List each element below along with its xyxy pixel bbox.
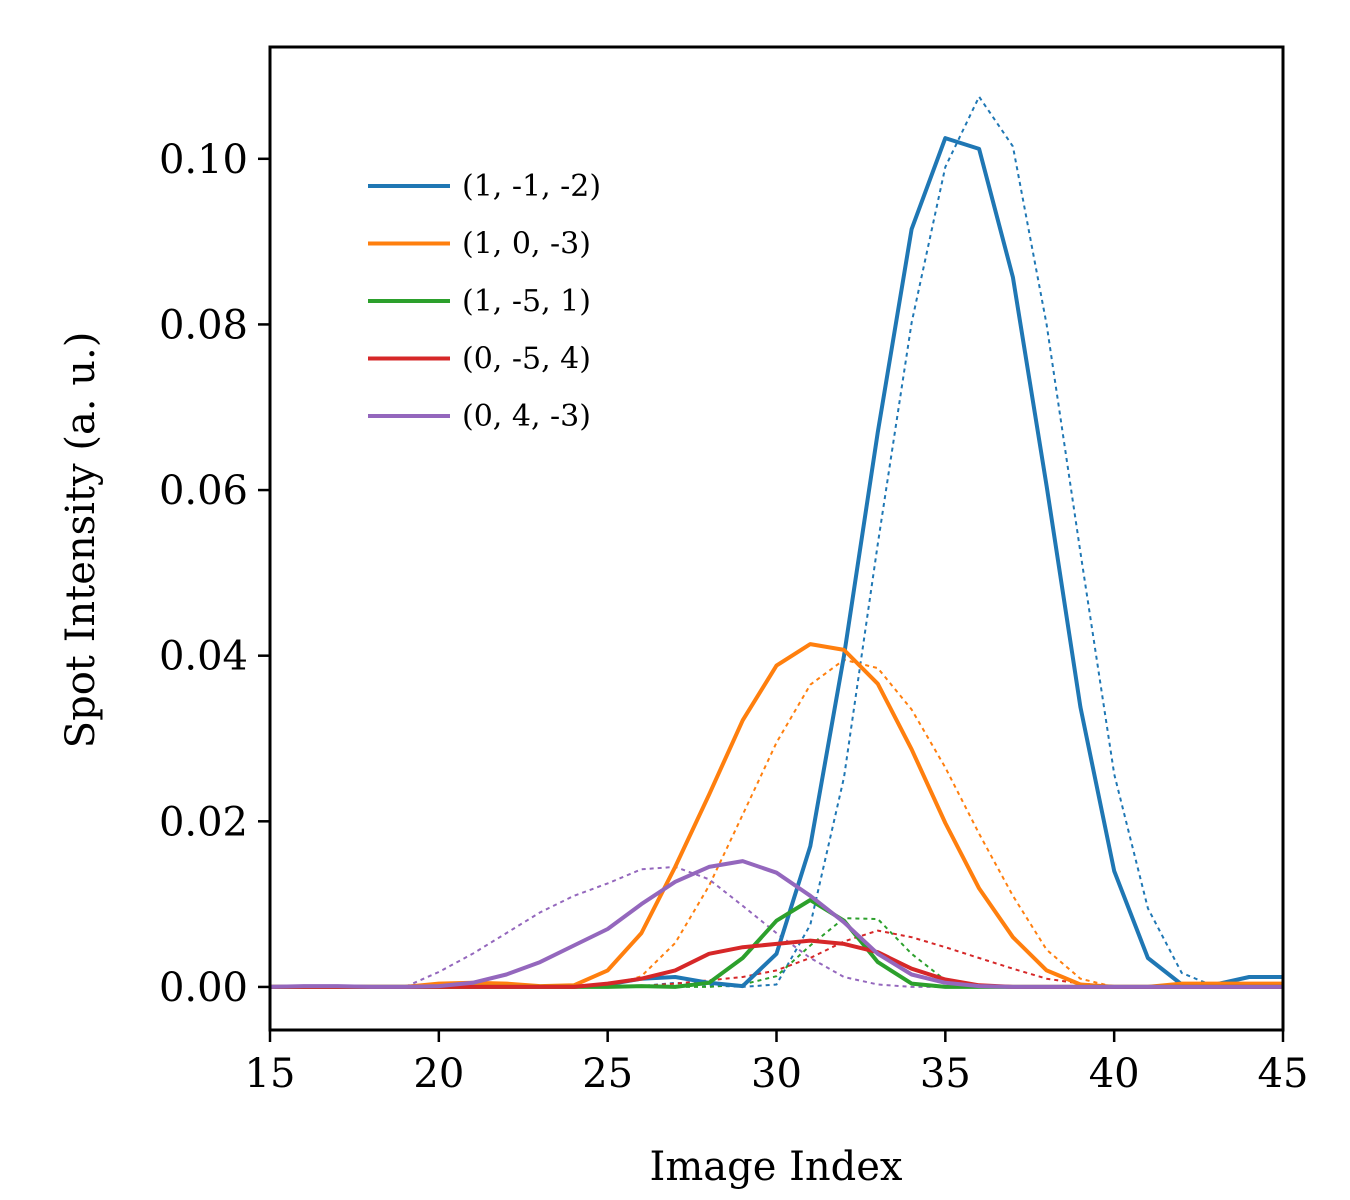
legend-label: (0, -5, 4) [462,342,591,377]
y-tick-label: 0.00 [159,965,248,1011]
series-line-0 [270,136,1283,989]
y-axis: 0.00 0.02 0.04 0.06 0.08 0.10 [159,137,270,1011]
legend-label: (1, -5, 1) [462,284,591,319]
series-line-1 [270,642,1283,989]
x-axis: 15 20 25 30 35 40 45 [245,1030,1309,1097]
y-tick-label: 0.10 [159,137,248,183]
y-tick-label: 0.04 [159,634,248,680]
plot-lines [269,95,1283,989]
x-tick-label: 25 [582,1051,633,1097]
series-line-dotted-6 [270,658,1283,988]
legend-label: (1, -1, -2) [462,169,601,204]
y-tick-label: 0.06 [159,468,248,514]
x-tick-label: 45 [1258,1051,1309,1097]
x-tick-label: 35 [920,1051,971,1097]
y-tick-label: 0.02 [159,799,248,845]
plot-frame [268,45,1285,1032]
x-tick-label: 20 [413,1051,464,1097]
x-axis-label: Image Index [650,1144,903,1190]
legend-label: (1, 0, -3) [462,227,591,262]
series-line-dotted-5 [270,95,1283,988]
y-axis-label: Spot Intensity (a. u.) [58,332,104,749]
x-tick-label: 40 [1089,1051,1140,1097]
x-tick-label: 15 [245,1051,296,1097]
legend-label: (0, 4, -3) [462,399,591,434]
y-tick-label: 0.08 [159,302,248,348]
x-tick-label: 30 [751,1051,802,1097]
series-line-dotted-9 [270,865,1283,988]
series-line-4 [269,859,1283,989]
legend: (1, -1, -2) (1, 0, -3) (1, -5, 1) (0, -5, 4… [368,169,601,434]
